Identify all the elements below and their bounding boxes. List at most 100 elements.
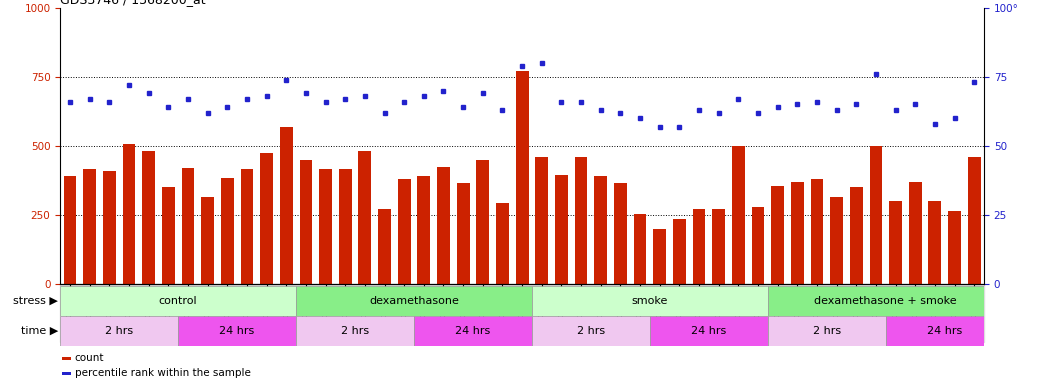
Bar [905,284,925,342]
Bar [945,284,964,342]
Bar [296,286,531,316]
Bar [276,284,296,342]
Bar [83,169,97,284]
Bar [670,284,689,342]
Bar [614,183,627,284]
Bar [473,284,493,342]
Bar [808,284,827,342]
Bar [358,151,372,284]
Bar [493,284,513,342]
Bar [319,169,332,284]
Text: time ▶: time ▶ [21,326,58,336]
Bar [890,201,902,284]
Bar [925,284,945,342]
Bar [866,284,885,342]
Bar [768,286,1004,316]
Bar [748,284,768,342]
Bar [80,284,100,342]
Bar [119,284,139,342]
Text: 2 hrs: 2 hrs [577,326,605,336]
Text: 2 hrs: 2 hrs [813,326,841,336]
Bar [752,207,764,284]
Bar [630,284,650,342]
Bar [338,169,352,284]
Bar [885,316,1004,346]
Text: dexamethasone: dexamethasone [370,296,459,306]
Bar [729,284,748,342]
Bar [885,284,905,342]
Bar [378,209,391,284]
Bar [830,197,843,284]
Bar [948,211,961,284]
Bar [870,146,882,284]
Bar [335,284,355,342]
Text: smoke: smoke [632,296,668,306]
Bar [139,284,159,342]
Text: 2 hrs: 2 hrs [105,326,133,336]
Bar [375,284,394,342]
Text: 24 hrs: 24 hrs [691,326,727,336]
Bar [221,178,234,284]
Bar [788,284,808,342]
Bar [398,179,411,284]
Bar [771,186,784,284]
Bar [846,284,866,342]
Bar [280,127,293,284]
Bar [650,284,670,342]
Bar [241,169,253,284]
Bar [122,144,135,284]
Text: GDS3746 / 1368200_at: GDS3746 / 1368200_at [60,0,206,7]
Bar [316,284,335,342]
Bar [457,183,469,284]
Bar [454,284,473,342]
Bar [610,284,630,342]
Bar [496,202,509,284]
Bar [650,316,768,346]
Bar [689,284,709,342]
Bar [513,284,531,342]
Bar [355,284,375,342]
Bar [768,284,788,342]
Bar [536,157,548,284]
Bar [768,316,885,346]
Bar [633,214,647,284]
Bar [673,219,686,284]
Bar [967,157,981,284]
Bar [162,187,174,284]
Bar [296,316,414,346]
Bar [531,284,551,342]
Bar [476,160,489,284]
Bar [653,229,666,284]
Bar [159,284,179,342]
Bar [575,157,588,284]
Text: count: count [75,353,104,363]
Bar [179,284,198,342]
Text: 2 hrs: 2 hrs [340,326,370,336]
Bar [811,179,823,284]
Text: dexamethasone + smoke: dexamethasone + smoke [815,296,957,306]
Bar [261,153,273,284]
Bar [551,284,571,342]
Bar [827,284,846,342]
Bar [791,182,803,284]
Bar [531,316,650,346]
Text: 24 hrs: 24 hrs [456,326,491,336]
Text: 24 hrs: 24 hrs [219,326,254,336]
Text: percentile rank within the sample: percentile rank within the sample [75,368,250,378]
Bar [531,286,768,316]
Bar [256,284,276,342]
Bar [571,284,591,342]
Bar [692,209,706,284]
Bar [595,176,607,284]
Bar [60,316,179,346]
Bar [437,167,449,284]
Bar [142,151,155,284]
Text: stress ▶: stress ▶ [13,296,58,306]
Bar [414,316,531,346]
Bar [296,284,316,342]
Bar [591,284,610,342]
Bar [414,284,434,342]
Text: control: control [159,296,197,306]
Bar [417,176,430,284]
Bar [516,71,528,284]
